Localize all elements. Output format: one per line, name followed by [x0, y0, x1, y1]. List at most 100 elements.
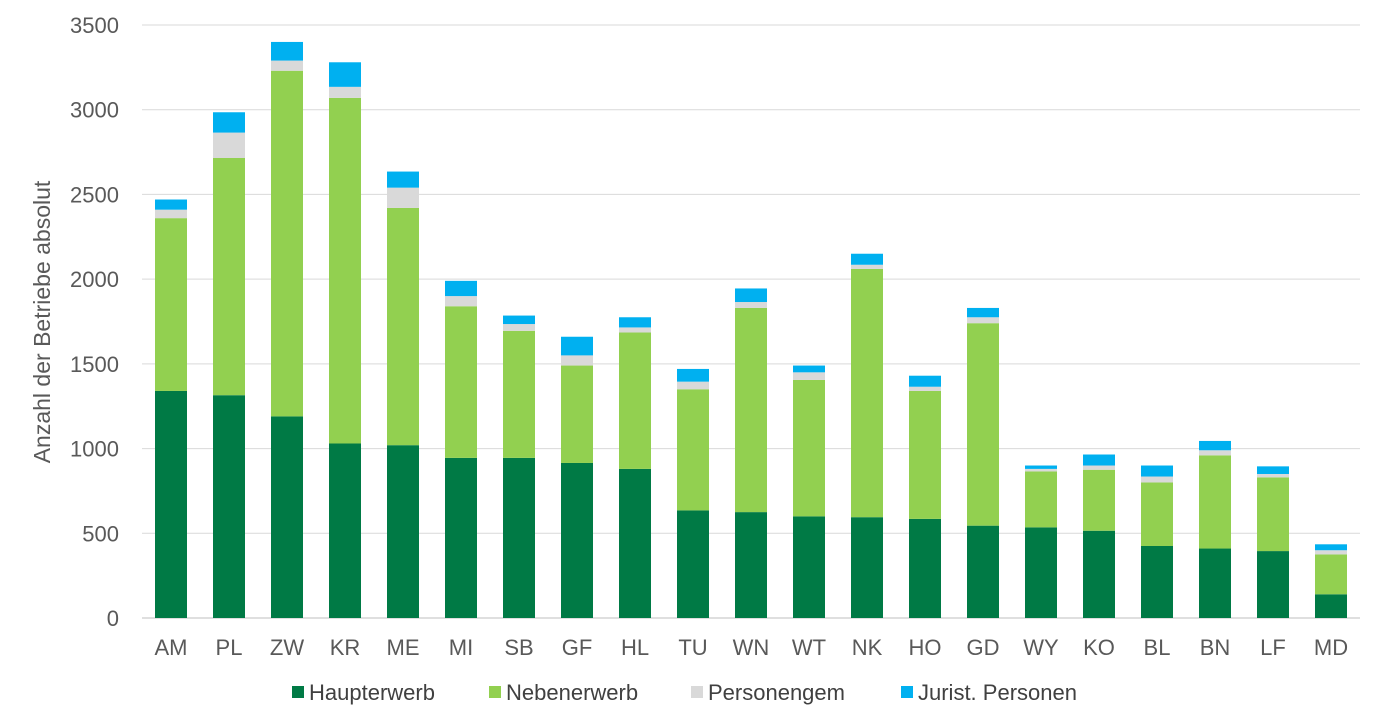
x-tick-label: WY [1023, 635, 1059, 660]
bar-gd-haupterwerb [967, 525, 999, 618]
bar-pl-jurist-personen [213, 112, 245, 133]
bar-gf-jurist-personen [561, 336, 593, 356]
bar-ko-personengem [1083, 465, 1115, 470]
bar-gf-nebenerwerb [561, 365, 593, 463]
bar-gd-nebenerwerb [967, 323, 999, 526]
x-tick-label: PL [216, 635, 243, 660]
legend-label: Nebenerwerb [506, 680, 638, 705]
bar-wy-jurist-personen [1025, 465, 1057, 469]
bar-md-nebenerwerb [1315, 554, 1347, 595]
bar-lf-nebenerwerb [1257, 477, 1289, 552]
bar-bl-jurist-personen [1141, 465, 1173, 477]
bar-me-nebenerwerb [387, 207, 419, 446]
bar-md-jurist-personen [1315, 544, 1347, 551]
bar-ho-nebenerwerb [909, 390, 941, 519]
x-tick-label: NK [852, 635, 883, 660]
bar-bn-haupterwerb [1199, 548, 1231, 618]
x-tick-label: LF [1260, 635, 1286, 660]
bar-sb-nebenerwerb [503, 330, 535, 458]
legend-label: Personengem [708, 680, 845, 705]
bar-zw-nebenerwerb [271, 70, 303, 417]
bar-am-personengem [155, 209, 187, 219]
bar-ho-jurist-personen [909, 375, 941, 387]
bar-wt-personengem [793, 372, 825, 380]
x-tick-label: HL [621, 635, 649, 660]
bar-ho-haupterwerb [909, 518, 941, 618]
bar-gf-haupterwerb [561, 462, 593, 618]
x-tick-label: MI [449, 635, 473, 660]
y-axis-label: Anzahl der Betriebe absolut [29, 180, 55, 463]
x-tick-label: ME [387, 635, 420, 660]
x-tick-label: GD [967, 635, 1000, 660]
x-tick-label: KR [330, 635, 361, 660]
x-tick-label: KO [1083, 635, 1115, 660]
y-tick-label: 0 [107, 606, 119, 631]
bar-md-personengem [1315, 550, 1347, 555]
bar-wy-personengem [1025, 468, 1057, 472]
bar-nk-nebenerwerb [851, 268, 883, 518]
bar-ho-personengem [909, 386, 941, 391]
y-tick-label: 1000 [70, 437, 119, 462]
bar-kr-personengem [329, 86, 361, 98]
bar-wy-haupterwerb [1025, 527, 1057, 618]
y-tick-label: 3000 [70, 98, 119, 123]
bar-am-jurist-personen [155, 199, 187, 210]
bar-ko-haupterwerb [1083, 530, 1115, 618]
bar-hl-nebenerwerb [619, 332, 651, 469]
legend-label: Haupterwerb [309, 680, 435, 705]
bar-bl-personengem [1141, 476, 1173, 483]
bar-wt-haupterwerb [793, 516, 825, 618]
bar-tu-jurist-personen [677, 368, 709, 382]
legend-swatch [292, 686, 304, 698]
y-tick-label: 2000 [70, 267, 119, 292]
x-tick-label: WN [733, 635, 770, 660]
x-tick-label: GF [562, 635, 593, 660]
bar-nk-personengem [851, 264, 883, 269]
y-tick-label: 1500 [70, 352, 119, 377]
bar-wy-nebenerwerb [1025, 471, 1057, 528]
bar-md-haupterwerb [1315, 594, 1347, 618]
bar-wn-personengem [735, 302, 767, 308]
y-axis-ticks: 0 500 1000 1500 2000 2500 3000 3500 [70, 13, 119, 631]
bar-sb-haupterwerb [503, 457, 535, 618]
bar-me-haupterwerb [387, 445, 419, 618]
x-tick-label: SB [504, 635, 533, 660]
bar-lf-personengem [1257, 473, 1289, 478]
bar-mi-haupterwerb [445, 457, 477, 618]
legend: Haupterwerb Nebenerwerb Personengem Jurist.… [292, 680, 1077, 705]
bar-zw-haupterwerb [271, 416, 303, 618]
bar-mi-nebenerwerb [445, 306, 477, 458]
bar-wt-nebenerwerb [793, 379, 825, 517]
bar-zw-jurist-personen [271, 41, 303, 61]
legend-swatch [901, 686, 913, 698]
legend-label: Jurist. Personen [918, 680, 1077, 705]
bar-bn-jurist-personen [1199, 440, 1231, 451]
y-tick-label: 500 [82, 521, 119, 546]
bar-wn-haupterwerb [735, 512, 767, 618]
bar-wt-jurist-personen [793, 365, 825, 373]
bar-ko-nebenerwerb [1083, 469, 1115, 531]
x-tick-label: MD [1314, 635, 1348, 660]
bar-me-personengem [387, 187, 419, 208]
bar-hl-personengem [619, 327, 651, 333]
legend-swatch [489, 686, 501, 698]
bar-gd-personengem [967, 317, 999, 324]
x-axis-ticks: AM PL ZW KR ME MI SB GF HL TU WN WT NK HO GD WY KO BL BN LF… [155, 635, 1349, 660]
bar-hl-haupterwerb [619, 468, 651, 618]
bar-bl-nebenerwerb [1141, 482, 1173, 546]
y-tick-label: 3500 [70, 13, 119, 38]
x-tick-label: ZW [270, 635, 304, 660]
bar-gd-jurist-personen [967, 307, 999, 318]
bar-kr-nebenerwerb [329, 97, 361, 444]
x-tick-label: HO [909, 635, 942, 660]
bar-am-haupterwerb [155, 390, 187, 618]
bar-kr-jurist-personen [329, 62, 361, 87]
bar-pl-nebenerwerb [213, 158, 245, 396]
bar-kr-haupterwerb [329, 443, 361, 618]
bar-hl-jurist-personen [619, 317, 651, 328]
bar-tu-personengem [677, 381, 709, 390]
legend-swatch [691, 686, 703, 698]
bar-mi-jurist-personen [445, 280, 477, 297]
bar-sb-jurist-personen [503, 315, 535, 325]
bar-tu-haupterwerb [677, 510, 709, 618]
